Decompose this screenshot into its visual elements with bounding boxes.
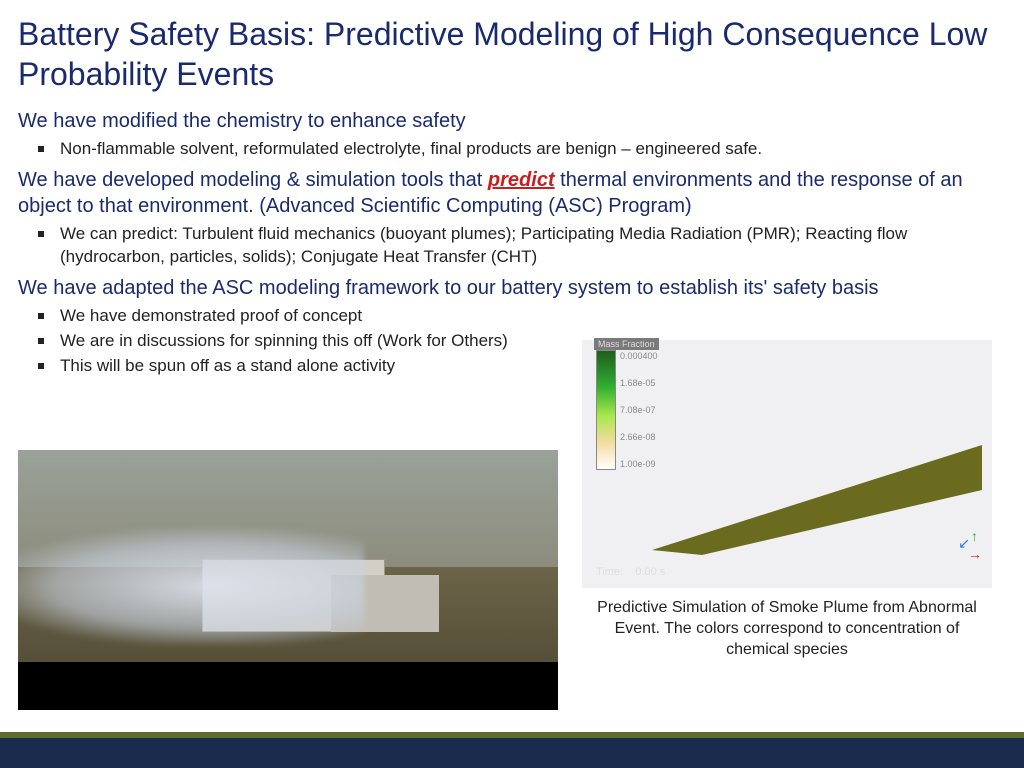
bullet-list-2: We can predict: Turbulent fluid mechanic… [18, 223, 1006, 269]
section-head-1: We have modified the chemistry to enhanc… [18, 108, 1006, 134]
time-value: 0.00 s [635, 566, 665, 578]
simulation-figure: Mass Fraction 0.000400 1.68e-05 7.08e-07… [582, 340, 992, 588]
page-title: Battery Safety Basis: Predictive Modelin… [0, 0, 1024, 104]
bullet-list-1: Non-flammable solvent, reformulated elec… [18, 138, 1006, 161]
aerial-photo [18, 450, 558, 710]
time-readout: Time: 0.00 s [596, 566, 665, 578]
simulation-column: Mass Fraction 0.000400 1.68e-05 7.08e-07… [582, 450, 992, 710]
time-label: Time: [596, 566, 623, 578]
simulation-caption: Predictive Simulation of Smoke Plume fro… [582, 598, 992, 660]
list-item: We have demonstrated proof of concept [18, 305, 1006, 328]
axis-y-icon: ↑ [971, 528, 978, 544]
plume-shape [582, 340, 992, 588]
footer-bars [0, 730, 1024, 768]
content-body: We have modified the chemistry to enhanc… [0, 108, 1024, 378]
axis-x-icon: → [968, 546, 982, 562]
list-item: Non-flammable solvent, reformulated elec… [18, 138, 1006, 161]
section-head-2: We have developed modeling & simulation … [18, 167, 1006, 219]
section-head-3: We have adapted the ASC modeling framewo… [18, 275, 1006, 301]
footer-navy-bar [0, 738, 1024, 768]
predict-emphasis: predict [488, 169, 555, 191]
image-row: Mass Fraction 0.000400 1.68e-05 7.08e-07… [18, 450, 1006, 710]
section-head-2-pre: We have developed modeling & simulation … [18, 169, 488, 191]
list-item: We can predict: Turbulent fluid mechanic… [18, 223, 1006, 269]
